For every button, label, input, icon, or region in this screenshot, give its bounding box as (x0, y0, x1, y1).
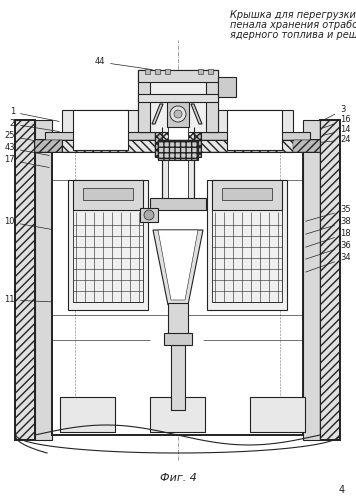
Text: 14: 14 (323, 126, 351, 136)
Bar (140, 208, 158, 222)
Bar (73, 180, 143, 210)
Bar (83, 188, 133, 200)
Text: Крышка для перегрузки решетки: Крышка для перегрузки решетки (230, 10, 356, 20)
Bar (73, 210, 143, 302)
Bar (165, 69, 170, 74)
Bar (138, 70, 218, 132)
Polygon shape (158, 230, 198, 300)
Bar (73, 110, 128, 150)
Text: 34: 34 (305, 254, 351, 272)
Bar (206, 70, 218, 132)
Text: 17: 17 (4, 156, 49, 168)
Text: 36: 36 (306, 242, 351, 259)
Text: 35: 35 (306, 206, 351, 221)
Bar (303, 120, 320, 440)
Text: 38: 38 (306, 218, 351, 234)
Text: 25: 25 (5, 132, 49, 143)
Text: 1: 1 (10, 108, 59, 122)
Bar (68, 180, 148, 310)
Text: 18: 18 (306, 230, 351, 247)
Text: Фиг. 4: Фиг. 4 (159, 473, 197, 483)
Bar (150, 397, 205, 432)
Text: 16: 16 (323, 116, 351, 128)
Bar (218, 77, 236, 97)
Text: 4: 4 (339, 485, 345, 495)
Circle shape (144, 210, 154, 220)
Text: пенала хранения отработавшего: пенала хранения отработавшего (230, 20, 356, 30)
Bar (222, 188, 272, 200)
Bar (207, 180, 287, 310)
Text: ядерного топлива и решетка: ядерного топлива и решетка (230, 30, 356, 40)
Bar (158, 140, 198, 160)
Bar (15, 120, 35, 440)
Bar (212, 210, 282, 302)
Circle shape (170, 106, 186, 122)
Bar (168, 303, 188, 335)
Bar (250, 397, 305, 432)
Bar (35, 120, 52, 440)
Bar (227, 110, 282, 150)
Bar (158, 140, 198, 160)
Polygon shape (152, 104, 163, 124)
Bar (52, 152, 303, 435)
Bar (145, 69, 150, 74)
Bar (212, 180, 282, 210)
Bar (35, 140, 62, 152)
Bar (138, 70, 150, 132)
Bar (35, 140, 320, 152)
Polygon shape (191, 104, 202, 124)
Text: 24: 24 (306, 136, 351, 144)
Bar (35, 140, 320, 152)
Text: 11: 11 (5, 296, 52, 304)
Bar (293, 140, 320, 152)
Bar (45, 132, 310, 140)
Bar (62, 110, 293, 152)
Bar (155, 132, 201, 157)
Bar (208, 69, 213, 74)
Bar (168, 127, 188, 205)
Text: 19: 19 (79, 132, 145, 146)
Bar (15, 120, 35, 440)
Bar (138, 94, 218, 102)
Circle shape (174, 110, 182, 118)
Bar (162, 127, 194, 205)
Bar (164, 333, 192, 345)
Bar (60, 397, 115, 432)
Polygon shape (153, 230, 203, 305)
Bar (138, 70, 218, 82)
Bar (320, 120, 340, 440)
Bar (167, 102, 189, 127)
Text: 10: 10 (5, 218, 52, 230)
Text: 43: 43 (4, 144, 49, 156)
Text: 44: 44 (94, 58, 152, 70)
Text: 2: 2 (10, 120, 59, 132)
Text: 3: 3 (323, 106, 345, 120)
Bar (198, 69, 203, 74)
Bar (155, 69, 160, 74)
Bar (320, 120, 340, 440)
Bar (150, 198, 206, 210)
Text: 15: 15 (213, 132, 271, 146)
Bar (155, 132, 201, 157)
Bar (171, 345, 185, 410)
